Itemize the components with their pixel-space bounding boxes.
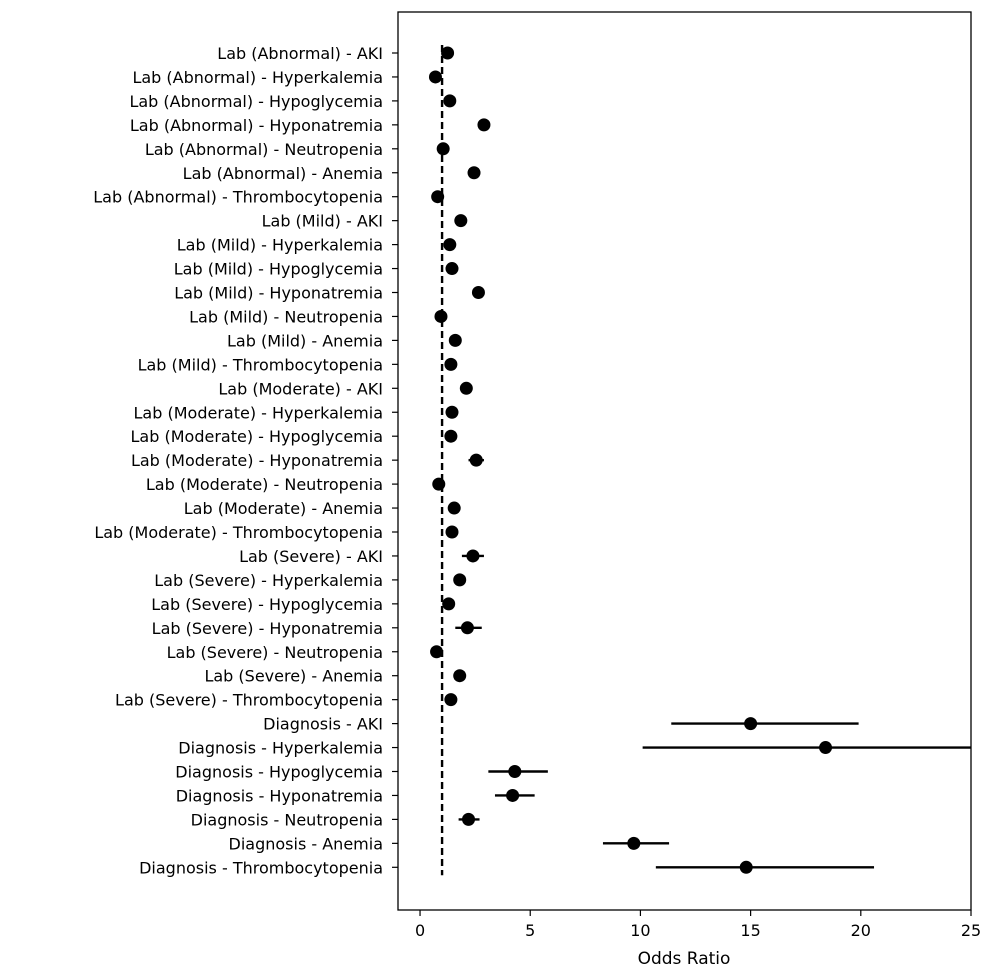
odds-ratio-point bbox=[445, 525, 459, 539]
y-tick-label: Lab (Mild) - Hypoglycemia bbox=[174, 260, 383, 279]
y-tick-label: Lab (Abnormal) - Hyponatremia bbox=[130, 116, 383, 135]
odds-ratio-point bbox=[448, 333, 462, 347]
odds-ratio-point bbox=[444, 429, 458, 443]
y-tick-label: Lab (Mild) - Neutropenia bbox=[189, 307, 383, 326]
odds-ratio-point bbox=[739, 860, 753, 874]
odds-ratio-point bbox=[627, 836, 641, 850]
y-tick-label: Lab (Severe) - Neutropenia bbox=[167, 643, 383, 662]
x-tick-label: 0 bbox=[415, 921, 425, 940]
odds-ratio-point bbox=[445, 262, 459, 276]
odds-ratio-point bbox=[431, 190, 445, 204]
odds-ratio-point bbox=[453, 573, 467, 587]
odds-ratio-point bbox=[462, 812, 476, 826]
odds-ratio-point bbox=[469, 453, 483, 467]
x-tick-label: 25 bbox=[961, 921, 981, 940]
plot-frame bbox=[397, 11, 972, 911]
odds-ratio-point bbox=[443, 94, 457, 108]
odds-ratio-point bbox=[819, 741, 833, 755]
odds-ratio-point bbox=[442, 597, 456, 611]
y-tick-label: Lab (Moderate) - Anemia bbox=[184, 499, 383, 518]
odds-ratio-point bbox=[744, 717, 758, 731]
odds-ratio-point bbox=[441, 46, 455, 60]
x-tick-label: 5 bbox=[525, 921, 535, 940]
y-tick-label: Lab (Abnormal) - Neutropenia bbox=[145, 140, 383, 159]
x-tick-label: 20 bbox=[851, 921, 871, 940]
y-tick-label: Diagnosis - Hyponatremia bbox=[176, 786, 383, 805]
y-tick-label: Lab (Abnormal) - Hyperkalemia bbox=[132, 68, 383, 87]
odds-ratio-point bbox=[447, 501, 461, 515]
y-tick-label: Diagnosis - AKI bbox=[263, 715, 383, 734]
y-tick-label: Lab (Abnormal) - Anemia bbox=[183, 164, 383, 183]
odds-ratio-point bbox=[444, 357, 458, 371]
odds-ratio-point bbox=[466, 549, 480, 563]
odds-ratio-point bbox=[471, 286, 485, 299]
odds-ratio-point bbox=[467, 166, 481, 180]
y-tick-label: Lab (Mild) - AKI bbox=[262, 212, 383, 231]
y-tick-label: Diagnosis - Hyperkalemia bbox=[178, 739, 383, 758]
y-tick-label: Lab (Moderate) - Hypoglycemia bbox=[131, 427, 383, 446]
y-tick-label: Lab (Mild) - Anemia bbox=[227, 331, 383, 350]
odds-ratio-point bbox=[432, 477, 446, 491]
odds-ratio-point bbox=[444, 693, 458, 707]
odds-ratio-point bbox=[436, 142, 450, 156]
y-tick-label: Diagnosis - Anemia bbox=[229, 834, 383, 853]
y-tick-label: Lab (Moderate) - Hyponatremia bbox=[131, 451, 383, 470]
odds-ratio-point bbox=[434, 309, 448, 323]
y-tick-label: Diagnosis - Neutropenia bbox=[191, 810, 383, 829]
odds-ratio-point bbox=[428, 70, 442, 84]
y-tick-label: Lab (Severe) - Thrombocytopenia bbox=[115, 691, 383, 710]
odds-ratio-point bbox=[460, 621, 474, 635]
odds-ratio-point bbox=[459, 381, 473, 395]
y-tick-label: Diagnosis - Thrombocytopenia bbox=[139, 858, 383, 877]
y-tick-label: Lab (Severe) - AKI bbox=[239, 547, 383, 566]
odds-ratio-point bbox=[454, 214, 468, 228]
odds-ratio-point bbox=[430, 645, 444, 659]
odds-ratio-point bbox=[477, 118, 491, 132]
y-tick-label: Lab (Severe) - Hyponatremia bbox=[152, 619, 383, 638]
x-tick-label: 15 bbox=[740, 921, 760, 940]
odds-ratio-point bbox=[506, 788, 520, 802]
y-tick-label: Lab (Moderate) - Neutropenia bbox=[146, 475, 383, 494]
odds-ratio-point bbox=[453, 669, 467, 683]
x-tick-label: 10 bbox=[630, 921, 650, 940]
odds-ratio-point bbox=[443, 238, 457, 252]
y-tick-label: Lab (Mild) - Thrombocytopenia bbox=[138, 355, 383, 374]
y-tick-label: Lab (Moderate) - Hyperkalemia bbox=[134, 403, 383, 422]
y-tick-label: Lab (Moderate) - Thrombocytopenia bbox=[94, 523, 383, 542]
y-tick-label: Lab (Abnormal) - Hypoglycemia bbox=[129, 92, 383, 111]
odds-ratio-point bbox=[508, 765, 522, 778]
y-tick-label: Diagnosis - Hypoglycemia bbox=[175, 763, 383, 782]
y-tick-label: Lab (Moderate) - AKI bbox=[218, 379, 383, 398]
odds-ratio-point bbox=[445, 405, 459, 419]
y-tick-label: Lab (Mild) - Hyponatremia bbox=[174, 284, 383, 303]
y-tick-label: Lab (Abnormal) - AKI bbox=[217, 44, 383, 63]
y-tick-label: Lab (Severe) - Hyperkalemia bbox=[154, 571, 383, 590]
y-tick-label: Lab (Mild) - Hyperkalemia bbox=[177, 236, 383, 255]
y-tick-label: Lab (Severe) - Hypoglycemia bbox=[151, 595, 383, 614]
y-tick-label: Lab (Abnormal) - Thrombocytopenia bbox=[93, 188, 383, 207]
y-tick-label: Lab (Severe) - Anemia bbox=[204, 667, 383, 686]
x-axis-label: Odds Ratio bbox=[638, 949, 731, 969]
